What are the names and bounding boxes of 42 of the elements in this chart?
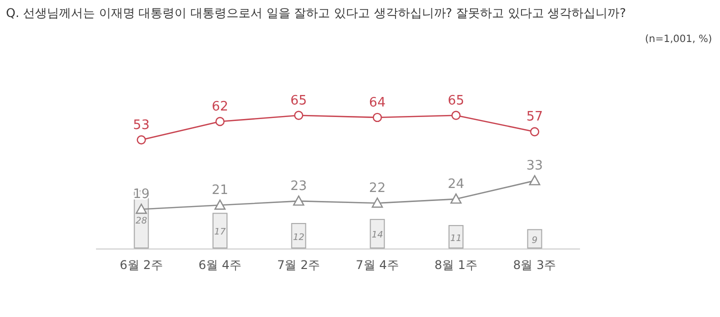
chart-title: Q. 선생님께서는 이재명 대통령이 대통령으로서 일을 잘하고 있다고 생각하십니까? 잘못하고 있다고 생각하십니까?: [6, 6, 626, 20]
data-label: 23: [290, 179, 307, 194]
x-tick-label: 6월 2주: [120, 258, 163, 272]
point: [372, 198, 383, 208]
x-tick-label: 8월 3주: [513, 258, 556, 272]
data-label: 11: [450, 234, 462, 244]
point: [530, 127, 540, 136]
point: [529, 175, 540, 186]
point: [136, 135, 146, 144]
bar: [370, 218, 385, 248]
data-label: 53: [133, 118, 150, 133]
point: [451, 110, 461, 120]
point: [215, 116, 225, 126]
data-label: 24: [448, 177, 464, 192]
point: [450, 193, 462, 204]
x-tick-label: 6월 4주: [198, 258, 242, 272]
bar: [291, 223, 306, 248]
point: [136, 204, 147, 214]
point: [372, 112, 382, 122]
data-label: 28: [136, 216, 148, 226]
point: [214, 200, 226, 210]
bar: [212, 212, 228, 248]
data-label: 57: [526, 110, 543, 125]
data-label: 17: [214, 228, 226, 238]
bar: [527, 229, 542, 248]
point: [294, 110, 304, 120]
data-label: 65: [448, 93, 464, 108]
data-label: 62: [212, 100, 228, 115]
data-label: 9: [532, 236, 538, 246]
x-tick-label: 7월 2주: [277, 258, 320, 272]
data-label: 12: [292, 232, 305, 243]
data-label: 33: [526, 158, 543, 174]
data-label: 21: [212, 183, 228, 198]
text: (n=1,001, %): [644, 34, 712, 45]
data-label: 14: [372, 230, 384, 241]
point: [293, 195, 304, 206]
x-tick-label: 7월 4주: [356, 258, 399, 272]
data-label: 22: [369, 181, 386, 196]
x-tick-label: 8월 1주: [434, 258, 478, 272]
bar: [448, 225, 464, 248]
data-label: 64: [369, 95, 386, 110]
data-label: 65: [290, 93, 307, 108]
